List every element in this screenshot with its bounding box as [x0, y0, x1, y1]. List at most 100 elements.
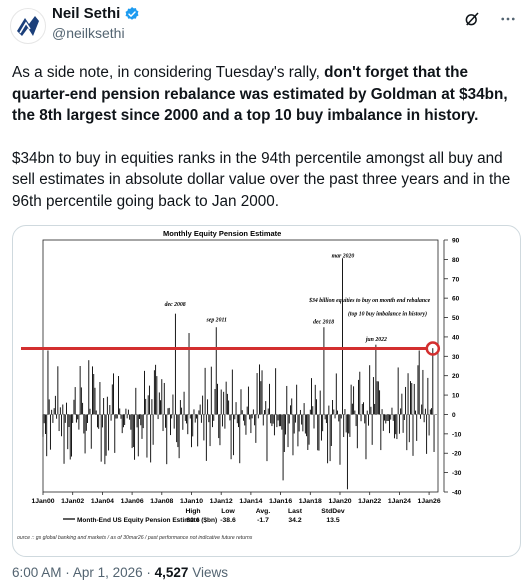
avatar-logo-icon: [12, 10, 44, 42]
chart-bar: [88, 360, 90, 415]
chart-bar: [71, 414, 72, 457]
chart-bar: [170, 414, 171, 436]
chart-bar: [366, 410, 368, 415]
stats-header: StdDev: [321, 508, 345, 515]
x-tick-label: 1Jan24: [388, 498, 411, 505]
chart-bar: [115, 414, 117, 419]
chart-bar: [365, 414, 367, 460]
chart-bar: [334, 414, 336, 419]
tweet-media-chart[interactable]: Monthly Equity Pension Estimate -40 -30 -20…: [12, 225, 521, 557]
chart-bar: [136, 414, 138, 428]
chart-bar: [403, 414, 405, 421]
chart-bar: [150, 414, 152, 463]
chart-annotation: sep 2011: [206, 317, 228, 323]
chart-bar: [194, 414, 196, 423]
chart-bar: [432, 348, 434, 415]
chart-bar: [245, 414, 247, 435]
chart-annotation: jun 2022: [365, 337, 387, 343]
author-handle[interactable]: @neilksethi: [52, 25, 125, 41]
chart-bar: [100, 414, 102, 462]
chart-bar: [45, 414, 46, 434]
chart-bar: [255, 414, 257, 443]
chart-annotation: mar 2020: [332, 253, 355, 259]
chart-bar: [208, 414, 210, 423]
chart-bar: [307, 414, 309, 450]
chart-bar: [146, 414, 148, 458]
chart-bar: [215, 327, 217, 415]
chart-bar: [126, 414, 128, 419]
meta-separator: ·: [146, 565, 151, 580]
y-tick-label: 60: [452, 296, 460, 303]
chart-bar: [269, 383, 270, 415]
chart-bar: [57, 366, 59, 415]
chart-bar: [49, 414, 51, 450]
chart-bar: [155, 364, 157, 415]
chart-bar: [229, 414, 231, 421]
chart-bar: [335, 373, 337, 415]
chart-bar: [368, 414, 369, 426]
chart-bar: [98, 414, 100, 429]
chart-bar: [241, 410, 243, 415]
y-tick-label: -40: [452, 490, 462, 497]
chart-bar: [195, 414, 197, 419]
chart-bar: [62, 404, 64, 415]
chart-bar: [103, 398, 105, 415]
avatar[interactable]: [10, 8, 46, 44]
chart-bar: [376, 381, 378, 415]
chart-bar: [142, 414, 144, 429]
stats-value: 80.6: [186, 517, 199, 524]
grok-icon[interactable]: [461, 8, 483, 30]
more-icon[interactable]: [497, 8, 519, 30]
chart-bar: [393, 414, 395, 439]
chart-bar: [135, 387, 137, 415]
chart-bar: [244, 414, 246, 426]
chart-bar: [345, 414, 347, 433]
chart-bar: [390, 414, 392, 420]
chart-bar: [87, 414, 88, 423]
chart-bar: [276, 414, 278, 428]
chart-bar: [433, 414, 435, 452]
chart-bar: [395, 414, 397, 435]
chart-bar: [205, 414, 207, 461]
chart-bar: [320, 414, 322, 441]
chart-bar: [182, 414, 184, 430]
chart-bar: [296, 384, 298, 415]
chart-bar: [259, 364, 261, 415]
chart-bar: [374, 403, 376, 415]
chart-bar: [162, 414, 164, 432]
chart-bar: [286, 385, 288, 415]
chart-bar: [370, 406, 372, 415]
chart-bar: [392, 414, 394, 421]
chart-bar: [342, 258, 343, 415]
chart-bar: [302, 414, 304, 432]
chart-bar: [69, 414, 71, 460]
chart-bar: [139, 414, 140, 419]
chart-bar: [264, 410, 265, 415]
chart-bar: [412, 414, 414, 456]
chart-bar: [344, 409, 346, 415]
chart-bar: [121, 414, 123, 434]
chart-bar: [89, 408, 91, 415]
y-tick-label: 30: [452, 354, 460, 361]
chart-bar: [72, 414, 74, 423]
chart-bar: [209, 414, 211, 447]
chart-bar: [271, 414, 273, 427]
author-name[interactable]: Neil Sethi: [52, 5, 121, 22]
x-tick-label: 1Jan02: [61, 498, 84, 505]
chart-bar: [272, 414, 274, 424]
chart-bar: [375, 344, 377, 415]
chart-bar: [165, 414, 166, 428]
chart-bar: [116, 414, 118, 419]
y-tick-label: 10: [452, 393, 460, 400]
tweet-paragraph-2: $34bn to buy in equities ranks in the 94…: [12, 149, 511, 210]
chart-bar: [314, 384, 316, 415]
x-tick-label: 1Jan04: [91, 498, 114, 505]
chart-bar: [73, 399, 75, 415]
chart-bar: [93, 374, 95, 415]
chart-bar: [294, 414, 296, 423]
tweet-time[interactable]: 6:00 AM: [12, 565, 62, 580]
chart-bar: [379, 390, 381, 415]
tweet-date[interactable]: Apr 1, 2026: [72, 565, 143, 580]
chart-bar: [125, 408, 127, 415]
chart-bar: [250, 414, 252, 434]
